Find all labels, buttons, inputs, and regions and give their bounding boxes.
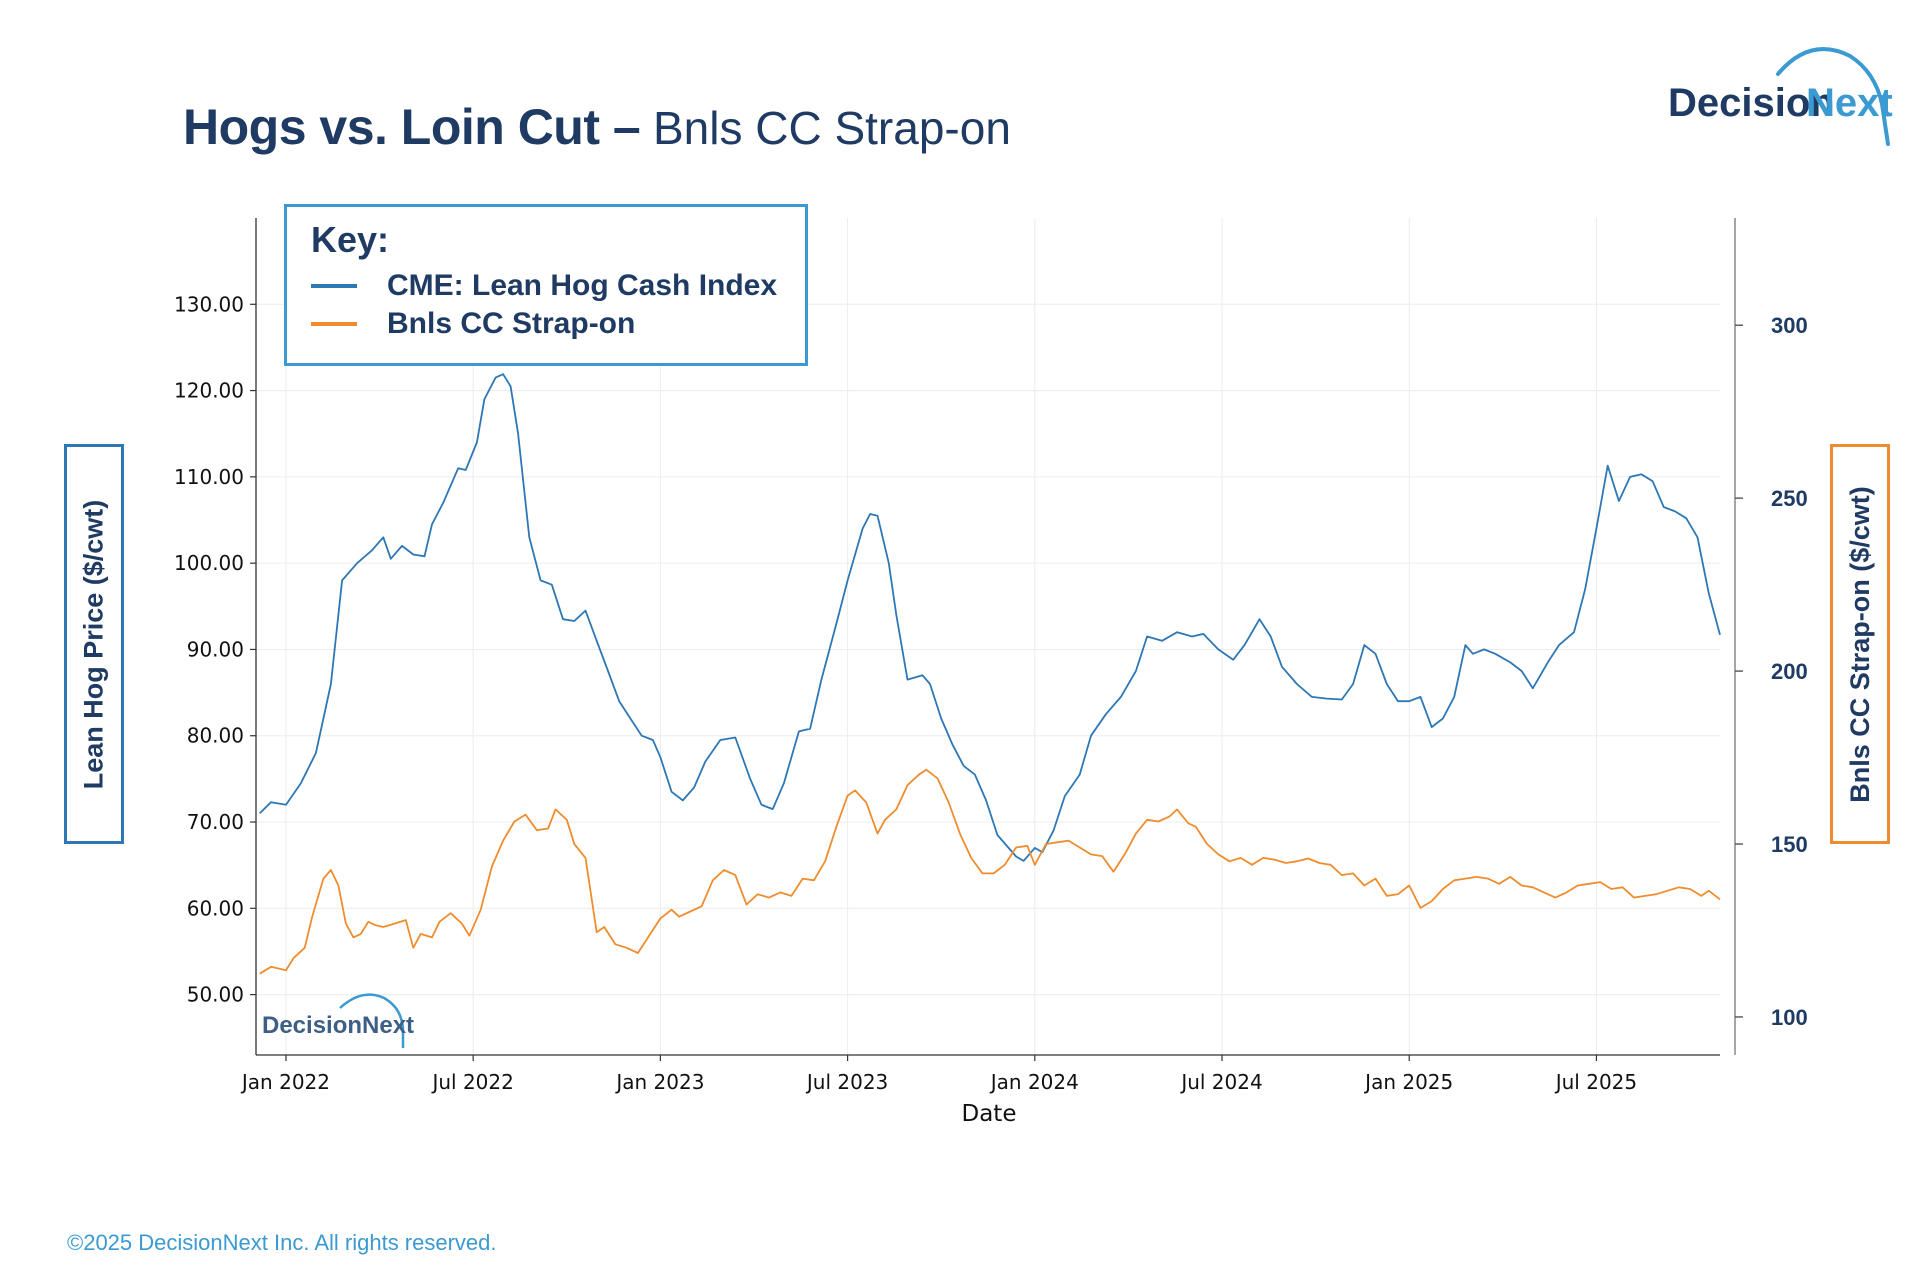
right-tick-label: 200 (1771, 659, 1808, 684)
right-axis-label: Bnls CC Strap-on ($/cwt) (1844, 485, 1875, 803)
watermark-logo: DecisionNext (262, 993, 414, 1048)
right-tick-label: 100 (1771, 1005, 1808, 1030)
copyright-footer: ©2025 DecisionNext Inc. All rights reser… (67, 1230, 497, 1255)
left-tick-label: 90.00 (187, 637, 244, 661)
chart-grid (256, 218, 1720, 1055)
x-tick-label: Jan 2023 (614, 1070, 704, 1094)
left-tick-label: 70.00 (187, 810, 244, 834)
legend-swatch-loin (311, 322, 357, 326)
legend-swatch-hog (311, 284, 357, 288)
legend-text-loin: Bnls CC Strap-on (387, 307, 636, 340)
x-axis-label: Date (962, 1101, 1017, 1127)
x-tick-label: Jan 2024 (989, 1070, 1079, 1094)
left-tick-label: 60.00 (187, 896, 244, 920)
x-tick-label: Jan 2025 (1363, 1070, 1453, 1094)
legend-title: Key: (311, 219, 390, 260)
series-layer (259, 373, 1721, 975)
logo-text-dark: Decision (1668, 81, 1835, 125)
title-bold: Hogs vs. Loin Cut – (183, 99, 641, 155)
left-tick-label: 120.00 (174, 379, 244, 403)
x-tick-label: Jul 2025 (1554, 1070, 1637, 1094)
x-tick-label: Jul 2022 (430, 1070, 513, 1094)
x-tick-label: Jul 2023 (805, 1070, 888, 1094)
left-tick-label: 100.00 (174, 551, 244, 575)
legend-entry-hog: CME: Lean Hog Cash Index (311, 269, 777, 303)
title-light: Bnls CC Strap-on (640, 102, 1011, 154)
tick-layer: 50.00 60.00 70.00 80.00 90.00 100.00 110.00 120… (174, 292, 1808, 1094)
left-axis-label-box: Lean Hog Price ($/cwt) (64, 444, 124, 844)
left-tick-label: 130.00 (174, 292, 244, 316)
watermark-text: DecisionNext (262, 1012, 414, 1039)
legend-entry-loin: Bnls CC Strap-on (311, 307, 635, 341)
legend: Key: CME: Lean Hog Cash Index Bnls CC St… (284, 204, 808, 366)
left-tick-label: 110.00 (174, 465, 244, 489)
decisionnext-logo: Decision Next (1668, 47, 1893, 146)
left-tick-label: 80.00 (187, 724, 244, 748)
left-axis-label: Lean Hog Price ($/cwt) (78, 499, 109, 789)
right-axis-label-box: Bnls CC Strap-on ($/cwt) (1830, 444, 1890, 844)
series-line-lean-hog (259, 373, 1721, 862)
right-tick-label: 250 (1771, 486, 1808, 511)
right-tick-label: 150 (1771, 832, 1808, 857)
page-title: Hogs vs. Loin Cut – Bnls CC Strap-on (183, 98, 1011, 156)
legend-text-hog: CME: Lean Hog Cash Index (387, 269, 778, 302)
right-tick-label: 300 (1771, 313, 1808, 338)
logo-text-light: Next (1806, 81, 1893, 125)
left-tick-label: 50.00 (187, 983, 244, 1007)
series-line-bnls-cc (259, 768, 1721, 975)
x-tick-label: Jan 2022 (240, 1070, 330, 1094)
x-tick-label: Jul 2024 (1179, 1070, 1262, 1094)
chart-axes (255, 218, 1736, 1056)
